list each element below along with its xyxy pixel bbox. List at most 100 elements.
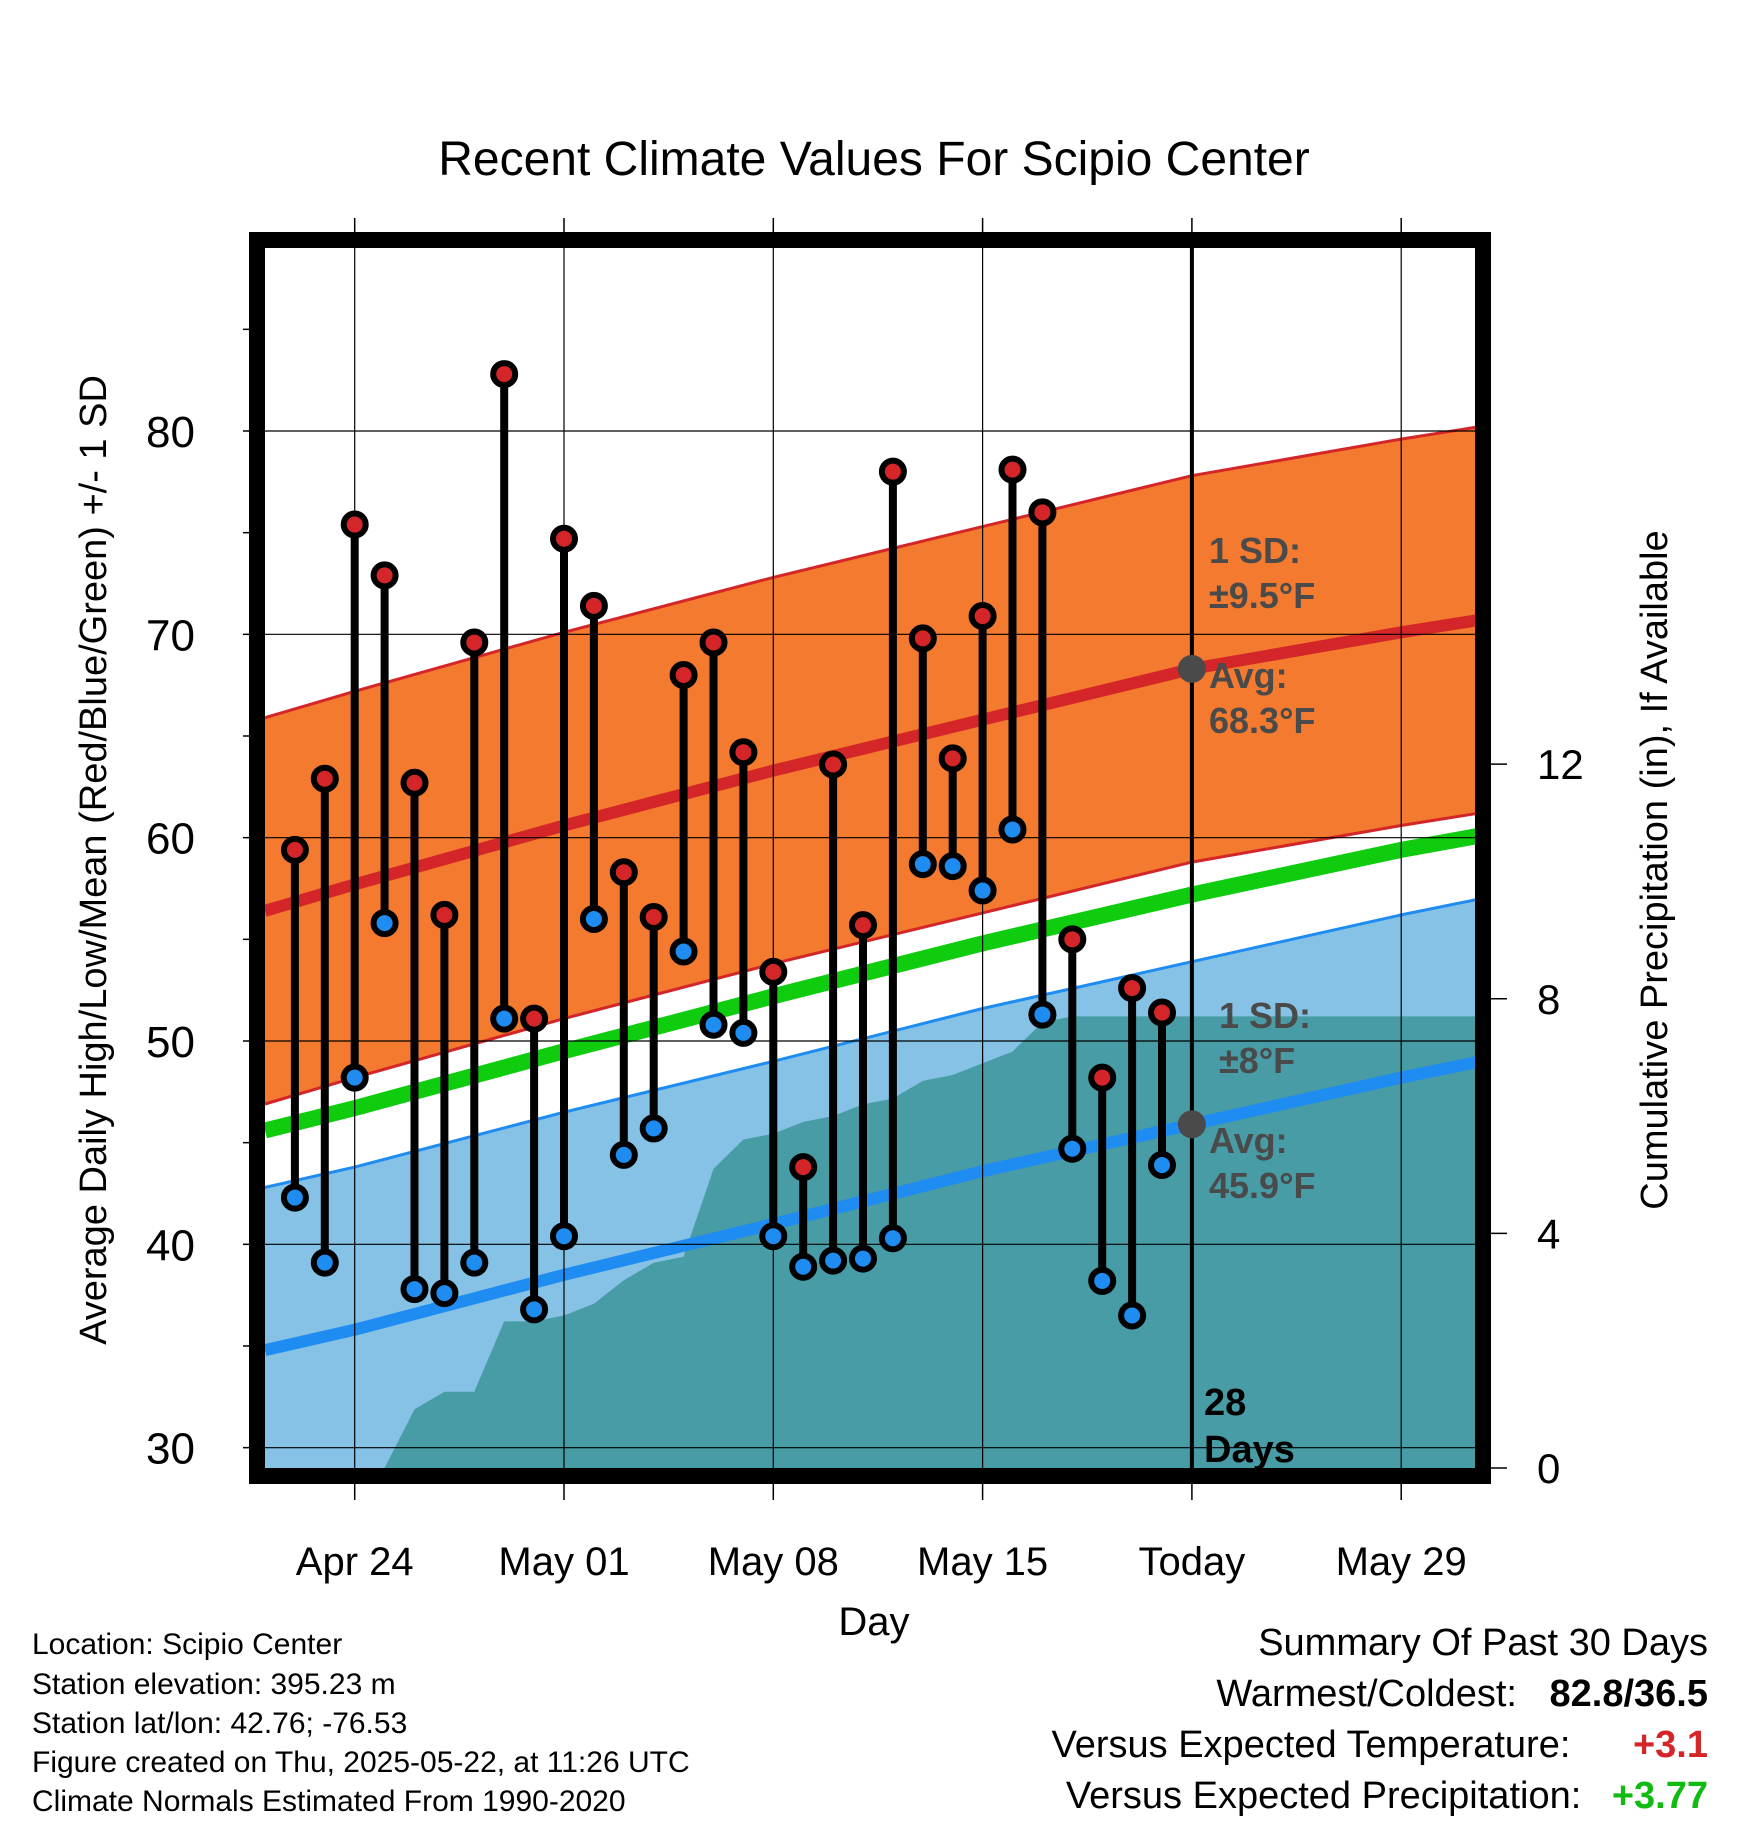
y-tick-label: 30	[146, 1425, 195, 1474]
y-tick-label: 80	[146, 408, 195, 457]
daily-high-point	[1088, 1063, 1117, 1092]
daily-high-point	[430, 900, 459, 929]
daily-low-point	[520, 1295, 549, 1324]
today-days-number: 28	[1204, 1382, 1246, 1424]
daily-low-point	[819, 1246, 848, 1275]
daily-low-point	[490, 1004, 519, 1033]
daily-high-point	[759, 957, 788, 986]
high-avg-value: 68.3°F	[1209, 700, 1315, 741]
daily-high-point	[460, 628, 489, 657]
high-sd-label: 1 SD:	[1209, 530, 1301, 571]
plot-frame	[249, 232, 1491, 1484]
daily-high-point	[400, 768, 429, 797]
high-avg-label: Avg:	[1209, 655, 1288, 696]
precip-delta-value: +3.77	[1611, 1775, 1708, 1817]
daily-high-point	[520, 1004, 549, 1033]
footer-created: Figure created on Thu, 2025-05-22, at 11…	[32, 1746, 690, 1779]
avg-low-line	[265, 1056, 1475, 1356]
daily-high-point	[729, 738, 758, 767]
footer-normals: Climate Normals Estimated From 1990-2020	[32, 1785, 626, 1818]
avg-high-line	[265, 614, 1475, 917]
daily-low-point	[669, 937, 698, 966]
y2-tick-label: 12	[1537, 741, 1584, 788]
daily-low-point	[460, 1248, 489, 1277]
footer-elevation: Station elevation: 395.23 m	[32, 1668, 396, 1701]
low-sd-label: 1 SD:	[1219, 995, 1311, 1036]
daily-low-point	[998, 815, 1027, 844]
daily-high-point	[1028, 498, 1057, 527]
daily-high-point	[1058, 925, 1087, 954]
daily-high-point	[699, 628, 728, 657]
low-avg-value: 45.9°F	[1209, 1165, 1315, 1206]
precip-delta-label: Versus Expected Precipitation:	[1065, 1775, 1582, 1817]
daily-low-point	[340, 1063, 369, 1092]
daily-high-point	[878, 457, 907, 486]
daily-low-point	[579, 905, 608, 933]
plot-area	[265, 248, 1475, 1468]
warm-cold-value: 82.8/36.5	[1549, 1673, 1708, 1715]
daily-high-point	[609, 858, 638, 887]
daily-high-point	[789, 1153, 818, 1182]
daily-low-point	[430, 1279, 459, 1308]
daily-low-point	[1088, 1266, 1117, 1295]
y2-axis-label: Cumulative Precipitation (in), If Availa…	[1634, 530, 1676, 1209]
daily-low-point	[699, 1010, 728, 1039]
y-tick-label: 60	[146, 815, 195, 864]
daily-low-point	[310, 1248, 339, 1277]
low-sd-value: ±8°F	[1219, 1040, 1295, 1081]
x-axis-label: Day	[838, 1600, 909, 1644]
daily-low-point	[729, 1018, 758, 1047]
low-sd-upper-edge	[265, 898, 1475, 1189]
daily-high-point	[938, 744, 967, 773]
daily-high-point	[1148, 998, 1176, 1027]
daily-high-point	[908, 624, 937, 653]
today-days-word: Days	[1204, 1429, 1295, 1471]
y-tick-label: 50	[146, 1018, 195, 1067]
daily-low-point	[280, 1183, 309, 1212]
temp-delta-value: +3.1	[1632, 1724, 1708, 1766]
daily-high-point	[849, 911, 877, 940]
y-tick-label: 70	[146, 611, 195, 660]
high-sd-value: ±9.5°F	[1209, 575, 1315, 616]
daily-high-point	[579, 591, 608, 620]
daily-low-point	[400, 1275, 429, 1304]
daily-low-point	[878, 1224, 907, 1253]
daily-high-point	[968, 602, 997, 631]
daily-low-point	[609, 1140, 638, 1169]
daily-high-point	[280, 835, 309, 864]
daily-low-point	[908, 850, 937, 879]
daily-high-point	[340, 510, 369, 539]
x-tick-label: May 15	[917, 1540, 1048, 1584]
daily-high-point	[639, 902, 668, 931]
daily-low-point	[849, 1244, 877, 1273]
summary-temp: Versus Expected Temperature: +3.1	[1051, 1724, 1708, 1767]
temp-delta-label: Versus Expected Temperature:	[1051, 1724, 1571, 1766]
daily-low-point	[938, 852, 967, 881]
daily-high-point	[1118, 974, 1147, 1003]
daily-low-point	[1148, 1151, 1176, 1180]
summary-precip: Versus Expected Precipitation: +3.77	[1066, 1775, 1708, 1818]
warm-cold-label: Warmest/Coldest:	[1216, 1673, 1517, 1715]
daily-high-point	[490, 360, 519, 389]
daily-low-point	[1118, 1301, 1147, 1330]
footer-latlon: Station lat/lon: 42.76; -76.53	[32, 1707, 408, 1740]
high-sd-lower-edge	[265, 812, 1475, 1106]
daily-low-point	[789, 1252, 818, 1281]
daily-low-point	[639, 1114, 668, 1143]
today-low-avg-marker	[1177, 1110, 1206, 1139]
chart-title: Recent Climate Values For Scipio Center	[438, 133, 1309, 186]
x-tick-label: May 08	[708, 1540, 839, 1584]
daily-high-point	[998, 455, 1027, 484]
daily-low-point	[1028, 1000, 1057, 1029]
daily-low-point	[968, 876, 997, 905]
daily-low-point	[550, 1222, 578, 1251]
avg-mean-line	[265, 828, 1475, 1139]
daily-high-point	[310, 764, 339, 793]
y2-tick-label: 4	[1537, 1210, 1560, 1257]
low-avg-label: Avg:	[1209, 1120, 1288, 1161]
daily-low-point	[759, 1222, 788, 1251]
summary-warm-cold: Warmest/Coldest: 82.8/36.5	[1216, 1673, 1708, 1716]
y2-tick-label: 8	[1537, 976, 1560, 1023]
summary-heading: Summary Of Past 30 Days	[1258, 1622, 1708, 1664]
